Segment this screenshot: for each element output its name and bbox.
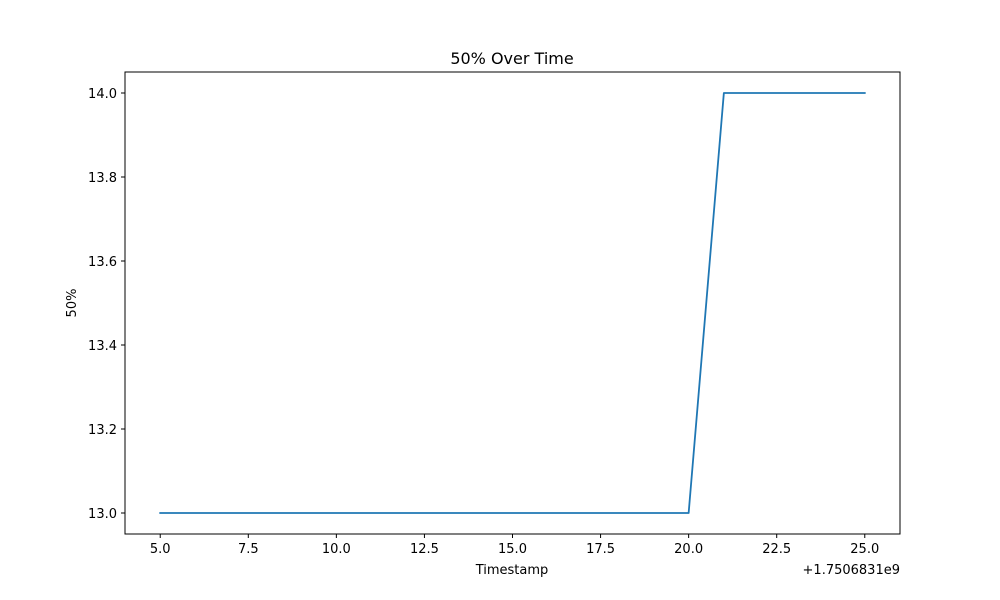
chart-title: 50% Over Time	[450, 49, 573, 68]
x-axis-offset-label: +1.7506831e9	[803, 563, 900, 578]
x-tick-label: 15.0	[498, 542, 527, 557]
y-tick-label: 14.0	[88, 87, 117, 102]
x-tick-label: 12.5	[410, 542, 439, 557]
y-tick-label: 13.4	[88, 339, 117, 354]
x-tick-label: 10.0	[322, 542, 351, 557]
axes-frame	[124, 71, 901, 535]
y-tick-label: 13.8	[88, 171, 117, 186]
y-axis-label: 50%	[65, 289, 80, 318]
y-axis-ticks: 13.0 13.2 13.4 13.6 13.8 14.0	[88, 87, 125, 522]
series-layer	[159, 92, 866, 514]
x-tick-label: 17.5	[586, 542, 615, 557]
y-tick-label: 13.6	[88, 255, 117, 270]
x-tick-label: 25.0	[850, 542, 879, 557]
y-tick-label: 13.2	[88, 423, 117, 438]
x-tick-label: 5.0	[150, 542, 171, 557]
x-tick-label: 22.5	[762, 542, 791, 557]
x-tick-label: 7.5	[238, 542, 259, 557]
y-tick-label: 13.0	[88, 507, 117, 522]
series-line-0	[159, 92, 866, 514]
x-axis-ticks: 5.0 7.5 10.0 12.5 15.0 17.5 20.0 22.5 25.0	[150, 534, 879, 557]
x-tick-label: 20.0	[674, 542, 703, 557]
x-axis-label: Timestamp	[475, 563, 549, 578]
plot-area	[124, 71, 901, 535]
